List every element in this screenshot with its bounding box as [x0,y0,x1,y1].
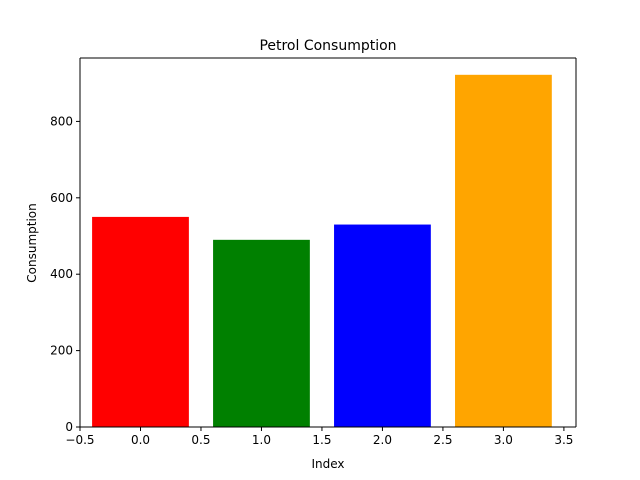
y-tick-label: 0 [65,420,73,434]
chart-title: Petrol Consumption [259,38,396,54]
x-tick-label: 0.0 [131,433,150,447]
bar-2 [334,224,431,427]
x-tick-label: 1.0 [252,433,271,447]
bar-0 [92,216,189,427]
y-tick-label: 800 [50,114,73,128]
bar-3 [455,74,552,427]
x-tick-label: 2.5 [433,433,452,447]
x-tick-label: 1.5 [312,433,331,447]
x-axis-label: Index [311,457,344,471]
y-axis-label: Consumption [25,203,39,282]
axes [79,57,577,428]
x-tick-label: 0.5 [191,433,210,447]
x-tick-label: 2.0 [373,433,392,447]
x-tick-label: 3.0 [494,433,513,447]
ticks: −0.5 0.0 0.5 1.0 1.5 2.0 2.5 3.0 3.5 0 200 400 600 80… [50,114,573,447]
bar-1 [213,239,310,427]
y-tick-label: 600 [50,191,73,205]
y-tick-label: 200 [50,344,73,358]
x-tick-label: −0.5 [65,433,94,447]
y-tick-label: 400 [50,267,73,281]
bars [92,74,552,427]
x-tick-label: 3.5 [554,433,573,447]
